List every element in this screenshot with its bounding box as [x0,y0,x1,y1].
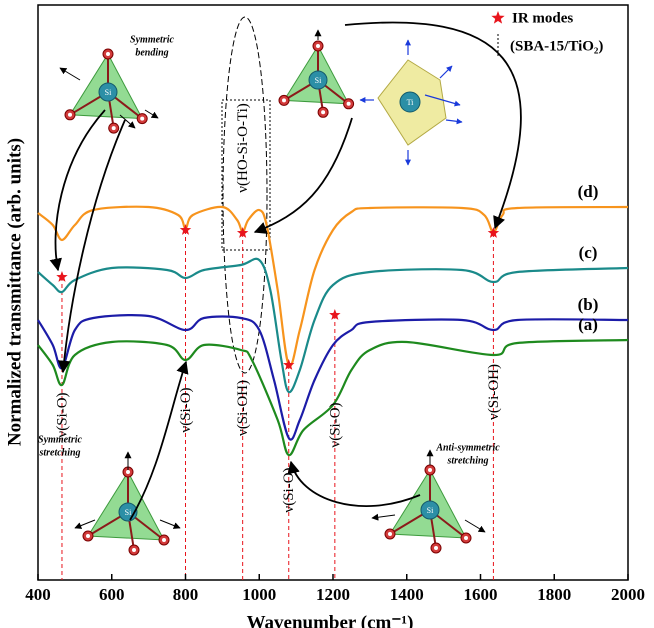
series-label: (d) [578,182,599,201]
oxygen-hole [112,126,116,130]
oxygen-hole [316,44,320,48]
motion-arrow [465,520,485,532]
annotation: ν(Si-OH) [486,364,502,420]
x-tick-label: 400 [25,585,51,604]
oxygen-hole [347,102,351,106]
motion-arrow [160,520,180,528]
oxygen-hole [428,468,432,472]
legend-star [491,11,504,24]
arrow [291,462,420,506]
atom-label: Si [427,506,434,515]
inset-caption: Anti-symmetric [435,442,500,453]
oxygen-hole [434,546,438,550]
oxygen-hole [321,110,325,114]
x-axis-title: Wavenumber (cm⁻¹) [247,612,414,628]
ti-arrow [440,66,452,78]
annotation: ν(Si-O) [178,387,194,432]
x-tick-label: 1600 [464,585,498,604]
x-tick-label: 1400 [390,585,424,604]
atom-label: Si [125,508,132,517]
legend-label: IR modes [512,10,573,26]
arrow [255,118,352,232]
x-tick-label: 2000 [611,585,645,604]
series-label: (a) [578,315,598,334]
x-tick-label: 600 [99,585,125,604]
oxygen-hole [140,117,144,121]
oxygen-hole [106,52,110,56]
atom-label: Ti [407,98,415,107]
x-tick-label: 1200 [316,585,350,604]
series-line [38,259,628,392]
series-label: (b) [578,295,599,314]
chart: SiSiSiSiTiSymmetricbendingSymmetricstret… [0,0,654,628]
motion-arrow [372,515,395,518]
oxygen-hole [464,536,468,540]
x-tick-label: 800 [173,585,199,604]
inset-caption: stretching [38,447,80,458]
y-axis-title: Normalized transmittance (arb. units) [4,138,25,446]
inset-caption: Symmetric [130,34,174,45]
legend-label: (SBA-15/TiO₂) [510,38,603,54]
arrow [55,110,105,270]
oxygen-hole [132,548,136,552]
motion-arrow [60,68,80,80]
oxygen-hole [282,98,286,102]
oxygen-hole [86,534,90,538]
series-label: (c) [579,243,598,262]
oxygen-hole [126,470,130,474]
atom-label: Si [315,76,322,85]
oxygen-hole [388,532,392,536]
oxygen-hole [68,113,72,117]
inset-caption: stretching [446,455,488,466]
ti-arrow [446,120,462,122]
x-tick-label: 1000 [242,585,276,604]
motion-arrow [75,520,95,528]
annotation: ν(Si-O) [54,392,70,437]
annotation: ν(Si-OH) [235,380,251,436]
annotation: ν(Si-O) [327,402,343,447]
inset-caption: bending [135,47,168,58]
annotation: ν(HO-Si-O-Ti) [235,103,251,193]
x-tick-label: 1800 [537,585,571,604]
annotation: ν(Si-O) [281,467,297,512]
atom-label: Si [105,88,112,97]
oxygen-hole [162,538,166,542]
